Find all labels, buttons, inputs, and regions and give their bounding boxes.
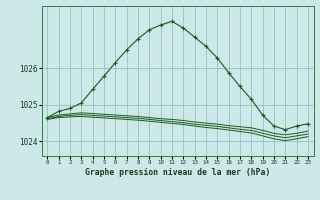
- X-axis label: Graphe pression niveau de la mer (hPa): Graphe pression niveau de la mer (hPa): [85, 168, 270, 177]
